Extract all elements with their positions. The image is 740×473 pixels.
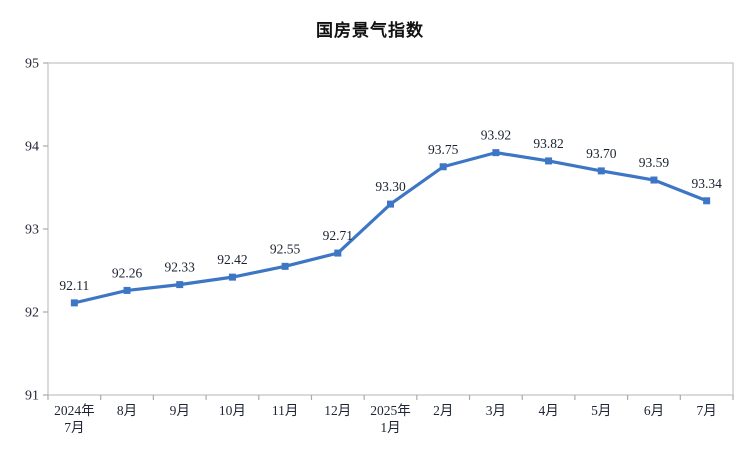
x-axis-label: 3月	[486, 403, 506, 418]
data-point-marker	[281, 262, 289, 270]
data-label: 93.59	[639, 155, 670, 170]
data-point-marker	[492, 149, 500, 157]
x-axis-label: 6月	[644, 403, 664, 418]
x-axis-label: 4月	[538, 403, 558, 418]
data-label: 92.42	[217, 252, 247, 267]
chart-title: 国房景气指数	[316, 21, 424, 40]
x-axis-label: 2024年 7月	[54, 403, 95, 435]
data-label: 92.26	[112, 265, 143, 280]
data-point-marker	[123, 286, 131, 294]
data-point-marker	[176, 281, 184, 289]
data-point-marker	[545, 157, 553, 165]
x-axis-label: 11月	[272, 403, 299, 418]
data-label: 93.75	[428, 142, 459, 157]
x-axis-label: 7月	[697, 403, 717, 418]
data-label: 93.82	[533, 136, 563, 151]
x-axis-label: 2月	[433, 403, 453, 418]
y-axis-label: 95	[25, 57, 39, 72]
data-label: 93.92	[481, 128, 511, 143]
x-axis-label: 9月	[170, 403, 190, 418]
x-axis-label: 2025年 1月	[370, 403, 411, 435]
data-point-marker	[334, 249, 342, 257]
data-point-marker	[650, 176, 658, 184]
plot-border	[47, 62, 734, 396]
data-label: 92.71	[323, 228, 353, 243]
data-point-marker	[703, 197, 711, 205]
data-point-marker	[228, 273, 236, 281]
x-axis-label: 5月	[591, 403, 611, 418]
x-axis-label: 10月	[219, 403, 246, 418]
data-label: 92.55	[270, 241, 301, 256]
y-axis-label: 91	[25, 389, 39, 404]
data-point-marker	[597, 167, 605, 175]
data-label: 93.30	[375, 179, 406, 194]
data-point-marker	[439, 163, 447, 171]
data-point-marker	[387, 200, 394, 208]
y-axis-label: 94	[25, 140, 39, 155]
data-label: 93.70	[586, 146, 617, 161]
y-axis-label: 92	[25, 306, 39, 321]
data-label: 92.11	[59, 278, 89, 293]
series-line	[72, 151, 709, 305]
data-label: 92.33	[165, 260, 196, 275]
y-axis-label: 93	[25, 223, 39, 238]
data-point-marker	[70, 299, 78, 307]
x-axis-label: 8月	[117, 403, 137, 418]
data-label: 93.34	[691, 176, 722, 191]
x-axis-label: 12月	[324, 403, 351, 418]
